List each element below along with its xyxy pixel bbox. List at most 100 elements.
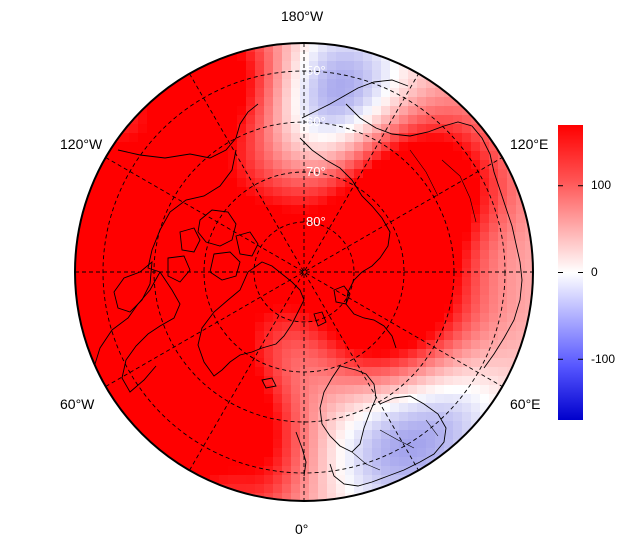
field-cell	[129, 151, 139, 161]
field-cell	[363, 277, 373, 287]
field-cell	[120, 196, 130, 206]
field-cell	[291, 466, 301, 476]
field-cell	[426, 214, 436, 224]
field-cell	[210, 403, 220, 413]
field-cell	[93, 340, 103, 350]
colorbar-tick-label-0: 0	[591, 265, 598, 279]
field-cell	[75, 268, 85, 278]
field-cell	[336, 421, 346, 431]
field-cell	[390, 250, 400, 260]
field-cell	[309, 259, 319, 269]
field-cell	[282, 187, 292, 197]
field-cell	[210, 358, 220, 368]
field-cell	[237, 223, 247, 233]
field-cell	[390, 205, 400, 215]
field-cell	[246, 196, 256, 206]
field-cell	[309, 484, 319, 494]
field-cell	[336, 457, 346, 467]
field-cell	[255, 178, 265, 188]
field-cell	[408, 268, 418, 278]
field-cell	[174, 142, 184, 152]
field-cell	[372, 430, 382, 440]
field-cell	[309, 241, 319, 251]
field-cell	[147, 151, 157, 161]
field-cell	[111, 124, 121, 134]
field-cell	[291, 106, 301, 116]
field-cell	[264, 160, 274, 170]
field-cell	[228, 421, 238, 431]
field-cell	[480, 205, 490, 215]
field-cell	[516, 304, 526, 314]
field-cell	[219, 241, 229, 251]
field-cell	[498, 349, 508, 359]
field-cell	[183, 142, 193, 152]
field-cell	[390, 70, 400, 80]
field-cell	[273, 376, 283, 386]
field-cell	[336, 223, 346, 233]
field-cell	[480, 268, 490, 278]
field-cell	[471, 124, 481, 134]
field-cell	[354, 304, 364, 314]
field-cell	[300, 475, 310, 485]
field-cell	[453, 223, 463, 233]
field-cell	[282, 484, 292, 494]
field-cell	[399, 295, 409, 305]
field-cell	[120, 232, 130, 242]
field-cell	[327, 187, 337, 197]
field-cell	[201, 439, 211, 449]
field-cell	[336, 394, 346, 404]
field-cell	[327, 97, 337, 107]
field-cell	[165, 151, 175, 161]
field-cell	[300, 169, 310, 179]
field-cell	[147, 178, 157, 188]
field-cell	[300, 313, 310, 323]
field-cell	[408, 295, 418, 305]
field-cell	[210, 205, 220, 215]
field-cell	[219, 142, 229, 152]
field-cell	[291, 43, 301, 53]
field-cell	[354, 88, 364, 98]
field-cell	[399, 358, 409, 368]
field-cell	[300, 115, 310, 125]
field-cell	[192, 250, 202, 260]
field-cell	[426, 358, 436, 368]
field-cell	[192, 403, 202, 413]
field-cell	[201, 223, 211, 233]
field-cell	[390, 259, 400, 269]
field-cell	[138, 124, 148, 134]
field-cell	[183, 79, 193, 89]
field-cell	[165, 331, 175, 341]
field-cell	[246, 412, 256, 422]
field-cell	[138, 133, 148, 143]
field-cell	[156, 430, 166, 440]
field-cell	[273, 457, 283, 467]
field-cell	[228, 259, 238, 269]
field-cell	[408, 79, 418, 89]
field-cell	[210, 61, 220, 71]
field-cell	[201, 232, 211, 242]
field-cell	[426, 232, 436, 242]
field-cell	[327, 205, 337, 215]
field-cell	[201, 169, 211, 179]
field-cell	[498, 313, 508, 323]
field-cell	[354, 295, 364, 305]
field-cell	[408, 286, 418, 296]
field-cell	[381, 106, 391, 116]
field-cell	[219, 376, 229, 386]
field-cell	[165, 124, 175, 134]
field-cell	[102, 223, 112, 233]
field-cell	[516, 214, 526, 224]
field-cell	[273, 250, 283, 260]
field-cell	[264, 331, 274, 341]
field-cell	[237, 178, 247, 188]
field-cell	[156, 142, 166, 152]
field-cell	[210, 124, 220, 134]
field-cell	[255, 187, 265, 197]
field-cell	[327, 295, 337, 305]
field-cell	[102, 331, 112, 341]
field-cell	[453, 376, 463, 386]
field-cell	[291, 160, 301, 170]
field-cell	[390, 88, 400, 98]
field-cell	[399, 97, 409, 107]
field-cell	[147, 403, 157, 413]
